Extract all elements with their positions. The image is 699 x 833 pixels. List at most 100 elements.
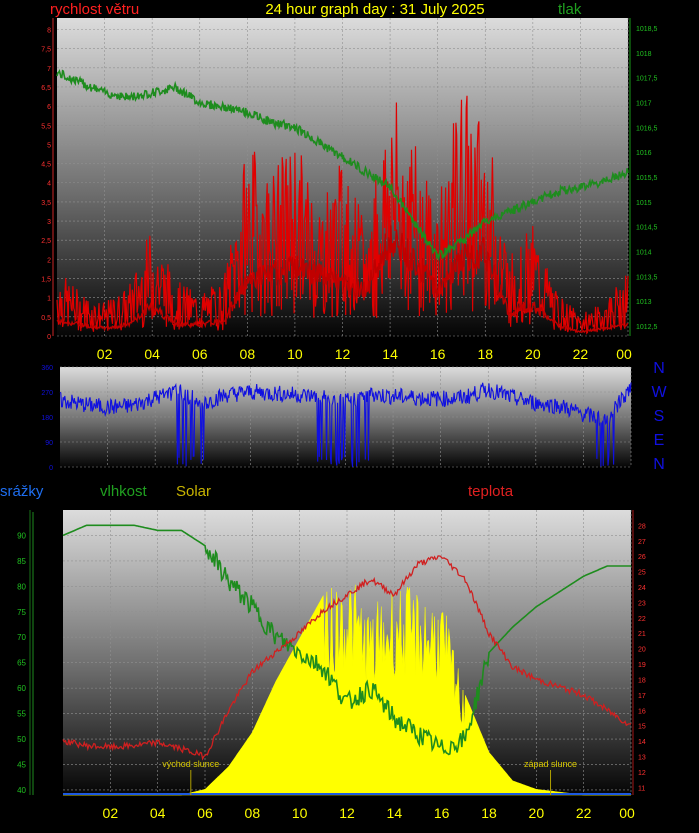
wind-tick-label: 1: [47, 296, 51, 303]
wind-tick-label: 6: [47, 104, 51, 111]
time-tick-label: 02: [103, 805, 119, 821]
pressure-tick-label: 1018: [636, 51, 652, 58]
wind-speed-ticks: 0 0,5 1 1,5 2 2,5 3 3,5 4 4,5 5 5,5 6 6,5 7 7,5 8: [41, 18, 54, 341]
rain-label: srážky: [0, 483, 44, 500]
time-tick-label: 18: [481, 805, 497, 821]
time-tick-label: 06: [197, 805, 213, 821]
wind-pressure-series: [56, 69, 629, 335]
pressure-series: [56, 69, 629, 262]
temperature-tick-label: 12: [638, 770, 646, 777]
temperature-tick-label: 20: [638, 647, 646, 654]
time-tick-label: 00: [619, 805, 635, 821]
wind-speed-label: rychlost větru: [50, 1, 139, 18]
pressure-tick-label: 1018,5: [636, 26, 658, 33]
humidity-tick-label: 60: [17, 684, 26, 693]
wind-tick-label: 4,5: [41, 162, 51, 169]
wind-tick-label: 5: [47, 142, 51, 149]
humidity-tick-label: 55: [17, 710, 26, 719]
time-tick-label: 06: [192, 346, 208, 362]
time-tick-label: 10: [292, 805, 308, 821]
time-tick-label: 14: [387, 805, 403, 821]
wind-tick-label: 7,5: [41, 47, 51, 54]
time-tick-label: 16: [430, 346, 446, 362]
temperature-label: teplota: [468, 483, 514, 500]
temperature-tick-label: 27: [638, 539, 646, 546]
humidity-tick-label: 85: [17, 557, 26, 566]
direction-tick-label: 270: [41, 390, 53, 397]
compass-letter: S: [654, 408, 665, 425]
pressure-label: tlak: [558, 1, 582, 18]
temperature-tick-label: 15: [638, 724, 646, 731]
time-tick-label: 22: [576, 805, 592, 821]
time-tick-label: 02: [97, 346, 113, 362]
temperature-ticks: 11 12 13 14 15 16 17 18 19 20 21 22 23 24 25 26 27 28: [632, 510, 646, 795]
time-tick-label: 10: [287, 346, 303, 362]
wind-tick-label: 2: [47, 257, 51, 264]
wind-tick-label: 2,5: [41, 238, 51, 245]
humidity-tick-label: 75: [17, 608, 26, 617]
temperature-tick-label: 14: [638, 739, 646, 746]
compass-letter: N: [653, 360, 665, 377]
temperature-tick-label: 24: [638, 585, 646, 592]
humidity-temp-series: [62, 524, 631, 796]
compass-letter: N: [653, 456, 665, 473]
time-tick-label: 12: [339, 805, 355, 821]
wind-tick-label: 8: [47, 27, 51, 34]
time-axis-top: 02 04 06 08 10 12 14 16 18 20 22 00: [97, 346, 632, 362]
time-tick-label: 08: [245, 805, 261, 821]
temperature-tick-label: 17: [638, 693, 646, 700]
temperature-tick-label: 18: [638, 677, 646, 684]
pressure-tick-label: 1016: [636, 150, 652, 157]
wind-tick-label: 4: [47, 181, 51, 188]
humidity-tick-label: 70: [17, 633, 26, 642]
humidity-tick-label: 45: [17, 760, 26, 769]
wind-average-series: [56, 225, 629, 334]
time-tick-label: 18: [477, 346, 493, 362]
wind-tick-label: 1,5: [41, 277, 51, 284]
time-tick-label: 14: [382, 346, 398, 362]
time-tick-label: 08: [240, 346, 256, 362]
pressure-tick-label: 1013,5: [636, 274, 658, 281]
temperature-tick-label: 13: [638, 754, 646, 761]
temperature-tick-label: 11: [638, 785, 645, 792]
pressure-tick-label: 1014: [636, 250, 652, 257]
humidity-tick-label: 80: [17, 582, 26, 591]
humidity-tick-label: 40: [17, 786, 26, 795]
pressure-tick-label: 1015: [636, 200, 652, 207]
pressure-ticks: 1012,5 1013 1013,5 1014 1014,5 1015 1015,5 1016…: [629, 18, 658, 336]
wind-gust-series: [56, 95, 629, 335]
time-tick-label: 20: [529, 805, 545, 821]
time-tick-label: 04: [144, 346, 160, 362]
wind-tick-label: 7: [47, 66, 51, 73]
pressure-tick-label: 1016,5: [636, 125, 658, 132]
sun-annotation-label: východ slunce: [162, 759, 219, 769]
temperature-series: [62, 555, 631, 761]
wind-tick-label: 0,5: [41, 315, 51, 322]
direction-tick-label: 0: [49, 465, 53, 472]
compass-letter: E: [654, 432, 665, 449]
direction-tick-label: 180: [41, 415, 53, 422]
temperature-tick-label: 16: [638, 708, 646, 715]
time-tick-label: 00: [616, 346, 632, 362]
solar-label: Solar: [176, 483, 211, 500]
time-tick-label: 04: [150, 805, 166, 821]
temperature-tick-label: 28: [638, 523, 646, 530]
temperature-tick-label: 21: [638, 631, 646, 638]
temperature-tick-label: 22: [638, 616, 646, 623]
sun-annotations: východ slunce západ slunce: [162, 759, 577, 795]
humidity-tick-label: 90: [17, 531, 26, 540]
pressure-tick-label: 1015,5: [636, 175, 658, 182]
temperature-tick-label: 25: [638, 570, 646, 577]
wind-tick-label: 3: [47, 219, 51, 226]
compass-letter: W: [651, 384, 667, 401]
temperature-tick-label: 19: [638, 662, 646, 669]
humidity-ticks: 40 45 50 55 60 65 70 75 80 85 90: [17, 510, 31, 795]
wind-tick-label: 6,5: [41, 85, 51, 92]
humidity-tick-label: 50: [17, 735, 26, 744]
time-tick-label: 22: [573, 346, 589, 362]
pressure-tick-label: 1012,5: [636, 324, 658, 331]
direction-series: [59, 382, 632, 467]
temperature-tick-label: 26: [638, 554, 646, 561]
